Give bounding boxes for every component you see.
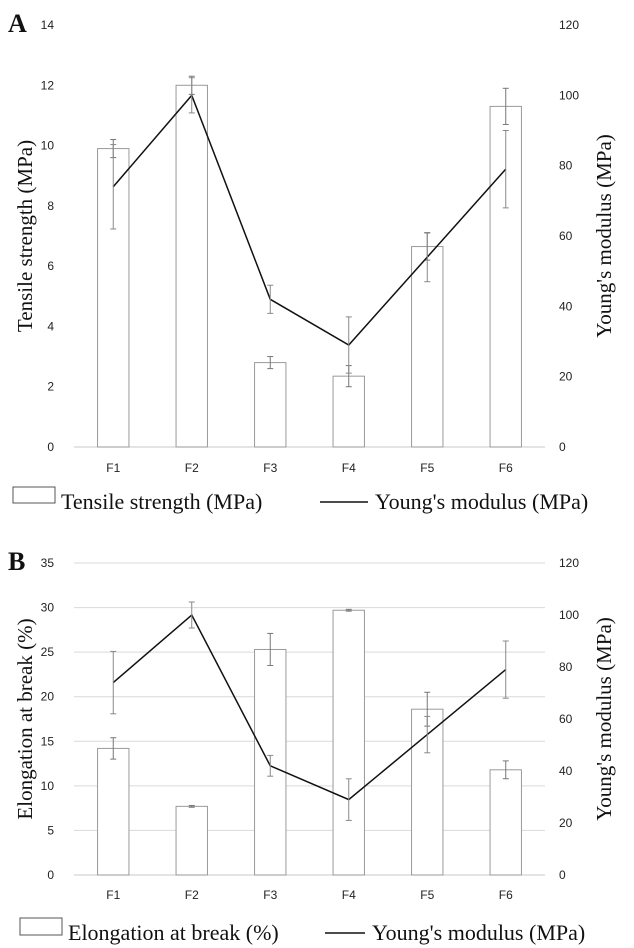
x-tick-label: F2 (185, 461, 199, 475)
x-tick-label: F1 (106, 461, 120, 475)
x-tick-label: F5 (420, 461, 434, 475)
y2-tick-label: 100 (559, 88, 579, 102)
y-tick-label: 20 (41, 690, 55, 704)
x-tick-label: F3 (263, 461, 277, 475)
y2-tick-label: 80 (559, 660, 573, 674)
x-tick-label: F4 (342, 888, 356, 902)
y2-axis-title: Young's modulus (MPa) (592, 617, 616, 821)
bar (332, 609, 365, 876)
y2-tick-label: 120 (559, 556, 579, 570)
y-tick-label: 12 (41, 78, 55, 92)
bar (97, 747, 130, 876)
legend-line-label: Young's modulus (MPa) (372, 920, 585, 945)
x-tick-label: F3 (263, 888, 277, 902)
y2-tick-label: 0 (559, 868, 566, 882)
y2-tick-label: 60 (559, 229, 573, 243)
y2-axis-title: Young's modulus (MPa) (592, 134, 616, 338)
y-tick-label: 15 (41, 734, 55, 748)
bar (175, 84, 208, 448)
bar (175, 805, 208, 876)
bar (489, 769, 522, 876)
panel-letter: A (8, 9, 27, 38)
x-tick-label: F6 (499, 888, 513, 902)
y-tick-label: 8 (47, 199, 54, 213)
y2-tick-label: 40 (559, 764, 573, 778)
legend-line-label: Young's modulus (MPa) (375, 489, 588, 514)
y-tick-label: 6 (47, 259, 54, 273)
y-tick-label: 25 (41, 645, 55, 659)
y2-tick-label: 120 (559, 18, 579, 32)
legend-bar-swatch (12, 486, 56, 504)
y2-tick-label: 0 (559, 440, 566, 454)
x-tick-label: F2 (185, 888, 199, 902)
x-tick-label: F6 (499, 461, 513, 475)
y2-tick-label: 20 (559, 816, 573, 830)
y-tick-label: 0 (47, 868, 54, 882)
panel-letter: B (8, 547, 25, 576)
modulus-line (112, 613, 507, 801)
panel-b: B 0 5 10 15 20 25 30 35 0 20 40 60 80 100 120 F1 F2 F3 F4 F5… (8, 547, 616, 945)
y2-tick-label: 40 (559, 299, 573, 313)
y-tick-label: 4 (47, 319, 54, 333)
y-axis-title: Elongation at break (%) (13, 618, 37, 819)
y-axis-title: Tensile strength (MPa) (13, 140, 37, 332)
y2-tick-label: 20 (559, 370, 573, 384)
y-tick-label: 2 (47, 380, 54, 394)
y-tick-label: 30 (41, 601, 55, 615)
y2-tick-label: 100 (559, 608, 579, 622)
x-tick-label: F5 (420, 888, 434, 902)
legend-bar-swatch (19, 917, 63, 936)
y-tick-label: 35 (41, 556, 55, 570)
y-tick-label: 0 (47, 440, 54, 454)
y2-tick-label: 80 (559, 159, 573, 173)
x-tick-label: F4 (342, 461, 356, 475)
legend-bar-label: Tensile strength (MPa) (61, 489, 262, 514)
y-tick-label: 10 (41, 779, 55, 793)
panel-a: A 0 2 4 6 8 10 12 14 0 20 40 60 80 100 120 F1 F2 F3 F4 F5 F6 T… (8, 9, 616, 514)
legend-bar-label: Elongation at break (%) (68, 920, 279, 945)
y2-tick-label: 60 (559, 712, 573, 726)
y-tick-label: 10 (41, 139, 55, 153)
x-tick-label: F1 (106, 888, 120, 902)
y-tick-label: 5 (47, 823, 54, 837)
bar (254, 362, 287, 448)
y-tick-label: 14 (41, 18, 55, 32)
modulus-line (112, 93, 507, 346)
